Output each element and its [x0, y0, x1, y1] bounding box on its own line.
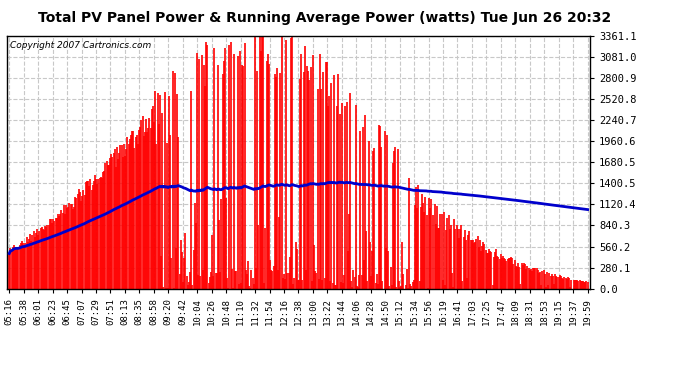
Text: Copyright 2007 Cartronics.com: Copyright 2007 Cartronics.com [10, 41, 151, 50]
Text: Total PV Panel Power & Running Average Power (watts) Tue Jun 26 20:32: Total PV Panel Power & Running Average P… [38, 11, 611, 25]
